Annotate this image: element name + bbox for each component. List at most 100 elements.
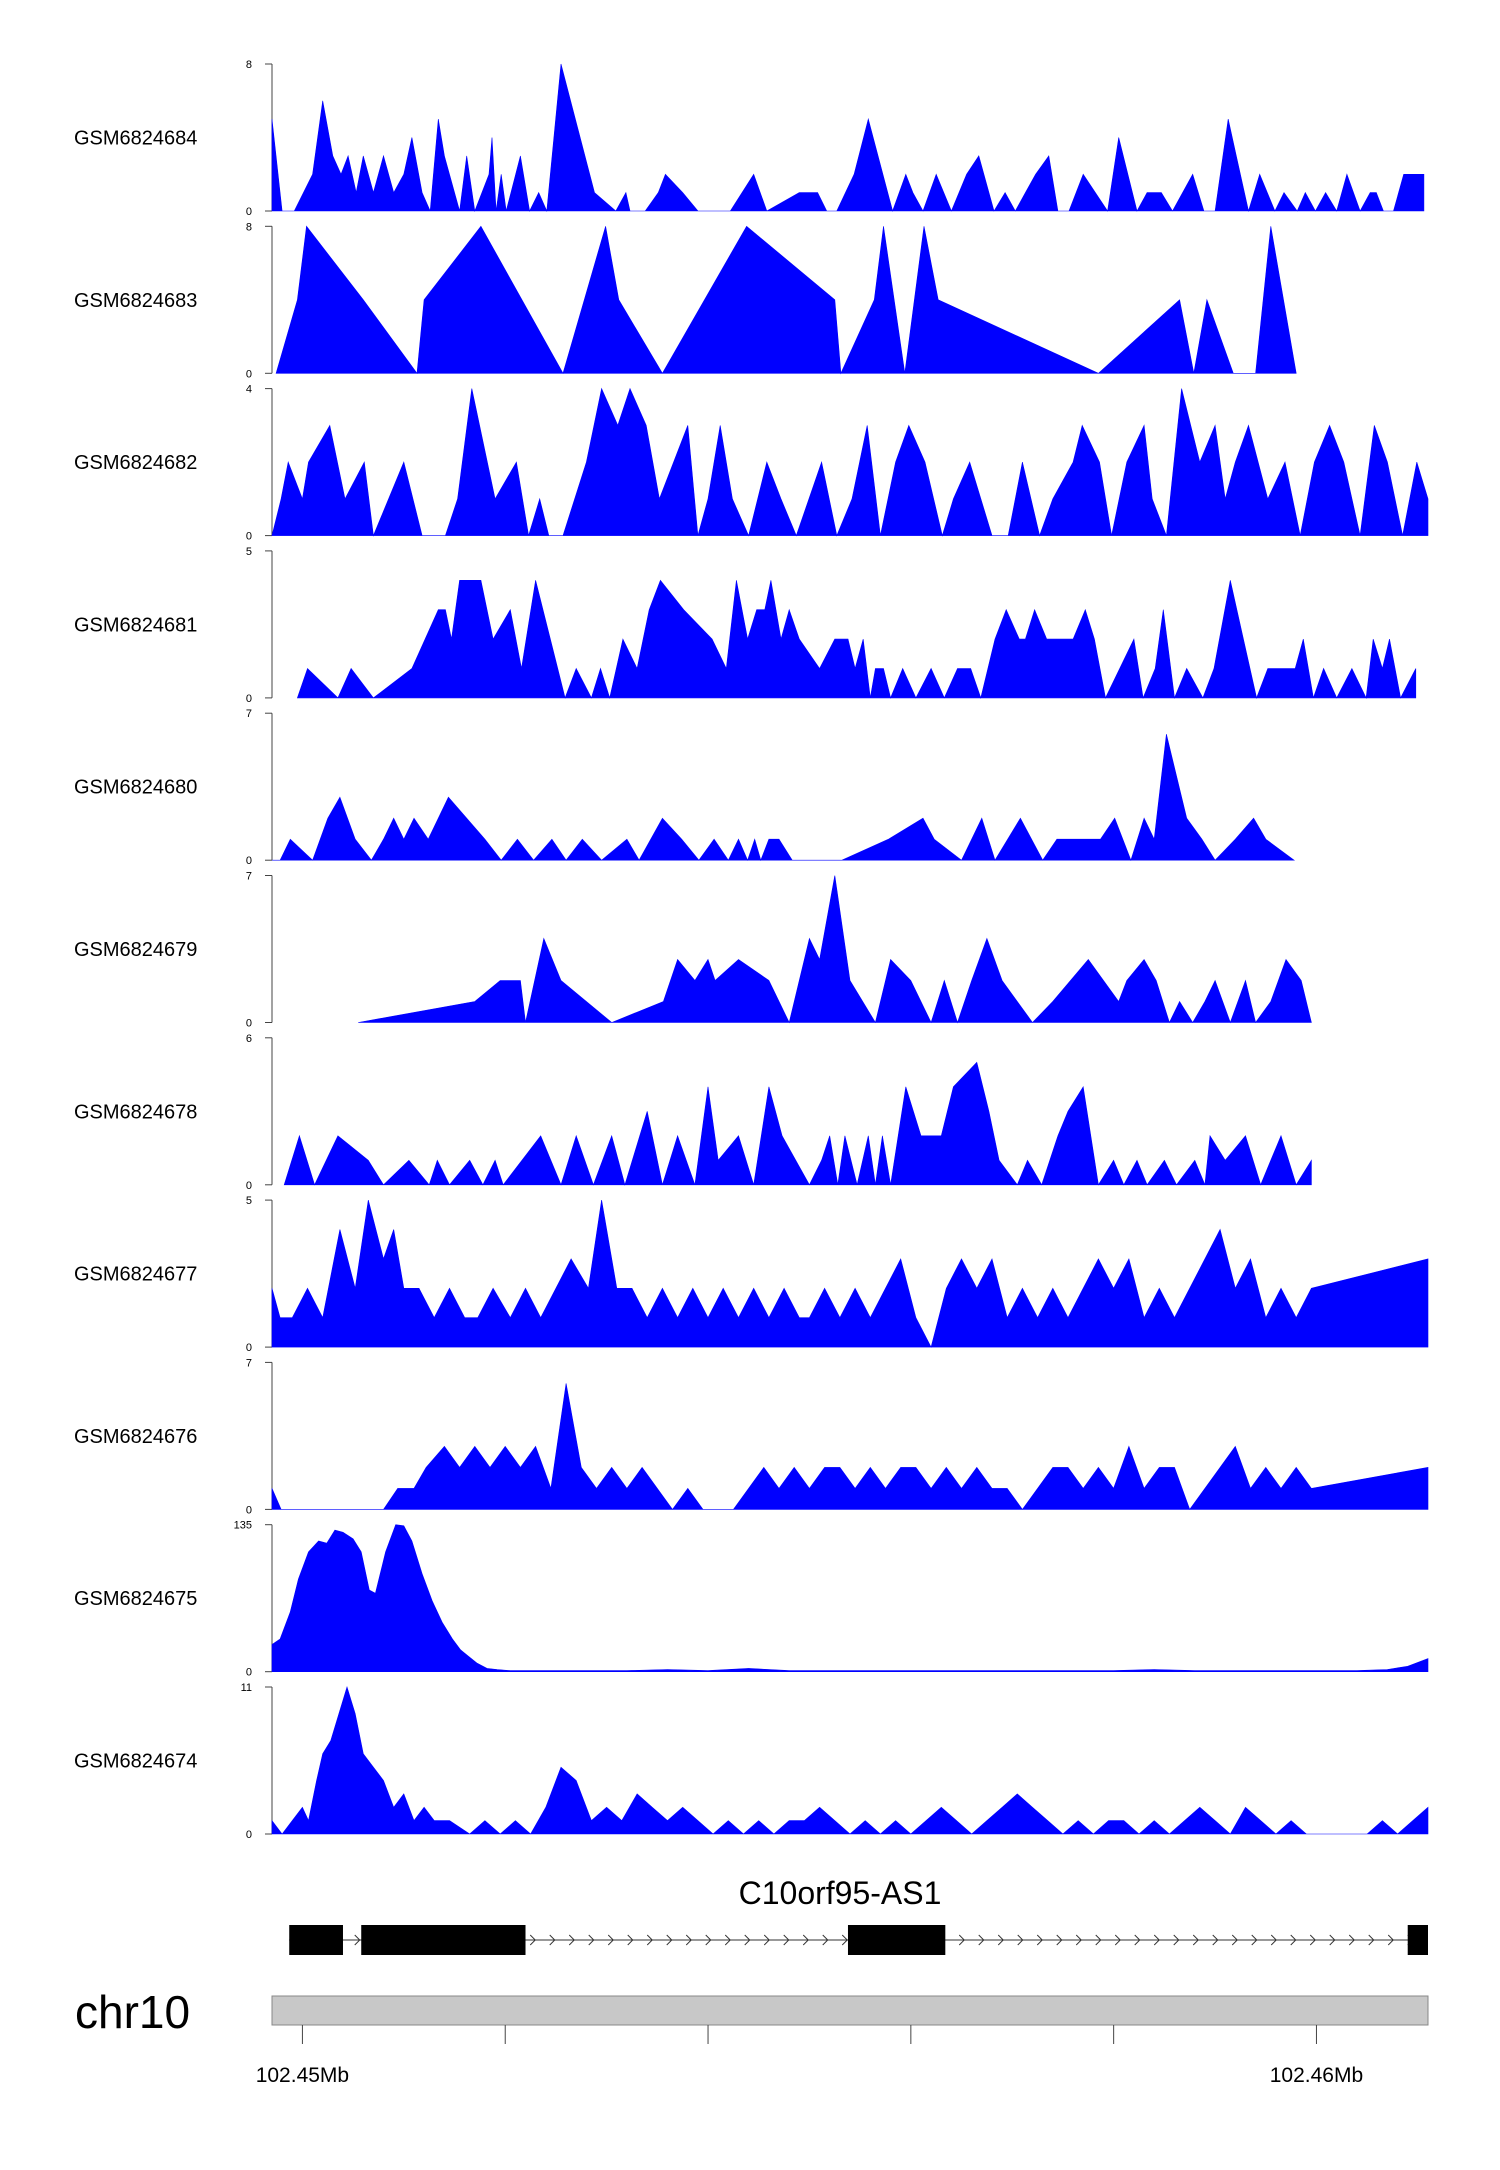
strand-arrow	[1056, 1934, 1063, 1946]
strand-arrow	[841, 1934, 848, 1946]
axis-tick-label: 102.45Mb	[256, 2064, 349, 2087]
track-label: GSM6824674	[74, 1751, 197, 1773]
y-tick-label-max: 11	[241, 1682, 252, 1694]
track-GSM6824676: GSM6824676 7 0	[74, 1357, 1429, 1516]
track-GSM6824678: GSM6824678 6 0	[74, 1033, 1312, 1192]
strand-arrow	[1173, 1934, 1180, 1946]
y-tick-label-min: 0	[246, 1504, 252, 1516]
strand-arrow	[822, 1934, 829, 1946]
track-GSM6824675: GSM6824675 135 0	[74, 1520, 1429, 1679]
gene-exon	[847, 1925, 946, 1955]
strand-arrow	[958, 1934, 965, 1946]
gene-exon	[361, 1925, 526, 1955]
signal-area	[271, 63, 1425, 213]
axis-tick-label: 102.46Mb	[1270, 2064, 1363, 2087]
y-tick-label-max: 4	[246, 384, 252, 396]
strand-arrow	[783, 1934, 790, 1946]
signal-area	[271, 1685, 1429, 1835]
y-tick-label-max: 7	[246, 708, 252, 720]
strand-arrow	[549, 1934, 556, 1946]
track-GSM6824683: GSM6824683 8 0	[74, 221, 1297, 380]
chromosome-label: chr10	[75, 1986, 190, 2038]
y-tick-label-max: 6	[246, 1033, 252, 1045]
strand-arrow	[685, 1934, 692, 1946]
strand-arrow	[568, 1934, 575, 1946]
track-label: GSM6824678	[74, 1101, 197, 1123]
y-tick-label-min: 0	[246, 368, 252, 380]
signal-area	[271, 1524, 1429, 1672]
track-GSM6824679: GSM6824679 7 0	[74, 871, 1312, 1030]
strand-arrow	[627, 1934, 634, 1946]
strand-arrow	[1212, 1934, 1219, 1946]
strand-arrow	[646, 1934, 653, 1946]
y-tick-label-min: 0	[246, 1667, 252, 1679]
signal-area	[271, 1383, 1429, 1511]
gene-exon	[289, 1925, 343, 1955]
track-GSM6824677: GSM6824677 5 0	[74, 1195, 1429, 1354]
track-GSM6824682: GSM6824682 4 0	[74, 384, 1429, 543]
track-GSM6824674: GSM6824674 11 0	[74, 1682, 1429, 1841]
track-label: GSM6824684	[74, 128, 197, 150]
signal-tracks: GSM682468480GSM682468380GSM682468240GSM6…	[74, 59, 1429, 1841]
strand-arrow	[1114, 1934, 1121, 1946]
strand-arrow	[1095, 1934, 1102, 1946]
y-tick-label-min: 0	[246, 1342, 252, 1354]
axis-ticks: 102.45Mb 102.46Mb	[256, 2025, 1363, 2087]
track-label: GSM6824679	[74, 939, 197, 961]
y-tick-label-max: 7	[246, 1357, 252, 1369]
strand-arrow	[588, 1934, 595, 1946]
track-GSM6824681: GSM6824681 5 0	[74, 546, 1417, 705]
strand-arrow	[1270, 1934, 1277, 1946]
genome-axis-track: chr10 102.45Mb 102.46Mb	[75, 1986, 1429, 2087]
y-tick-label-max: 7	[246, 871, 252, 883]
track-GSM6824684: GSM6824684 8 0	[74, 59, 1425, 218]
y-tick-label-min: 0	[246, 206, 252, 218]
strand-arrow	[1309, 1934, 1316, 1946]
chromosome-bar	[271, 1995, 1429, 2026]
strand-arrow	[763, 1934, 770, 1946]
strand-arrow	[1251, 1934, 1258, 1946]
strand-arrow	[1290, 1934, 1297, 1946]
strand-arrow	[354, 1934, 361, 1946]
strand-arrow	[724, 1934, 731, 1946]
y-tick-label-min: 0	[246, 531, 252, 543]
signal-area	[283, 1061, 1312, 1186]
strand-arrow	[607, 1934, 614, 1946]
strand-arrow	[997, 1934, 1004, 1946]
strand-arrow	[1192, 1934, 1199, 1946]
strand-arrow	[1036, 1934, 1043, 1946]
track-GSM6824680: GSM6824680 7 0	[74, 708, 1296, 867]
y-tick-label-max: 8	[246, 221, 252, 233]
strand-arrow	[666, 1934, 673, 1946]
strand-arrow	[1368, 1934, 1375, 1946]
track-label: GSM6824676	[74, 1426, 197, 1448]
strand-arrow	[1153, 1934, 1160, 1946]
strand-arrow	[1329, 1934, 1336, 1946]
signal-area	[296, 579, 1417, 700]
signal-area	[271, 387, 1429, 537]
strand-arrow	[529, 1934, 536, 1946]
gene-exon	[1407, 1925, 1428, 1955]
track-label: GSM6824683	[74, 290, 197, 312]
y-tick-label-min: 0	[246, 1829, 252, 1841]
track-label: GSM6824681	[74, 614, 197, 636]
y-tick-label-max: 5	[246, 546, 252, 558]
track-label: GSM6824680	[74, 777, 197, 799]
gene-name-label: C10orf95-AS1	[739, 1875, 942, 1911]
y-tick-label-min: 0	[246, 1018, 252, 1030]
gene-track: C10orf95-AS1	[289, 1875, 1428, 1955]
strand-arrow	[1348, 1934, 1355, 1946]
y-tick-label-min: 0	[246, 855, 252, 867]
y-tick-label-max: 8	[246, 59, 252, 71]
strand-arrow	[802, 1934, 809, 1946]
strand-arrow	[978, 1934, 985, 1946]
strand-arrow	[1231, 1934, 1238, 1946]
strand-arrow	[705, 1934, 712, 1946]
strand-arrow	[1134, 1934, 1141, 1946]
y-tick-label-max: 5	[246, 1195, 252, 1207]
track-label: GSM6824675	[74, 1588, 197, 1610]
y-tick-label-min: 0	[246, 1180, 252, 1192]
track-label: GSM6824677	[74, 1264, 197, 1286]
track-label: GSM6824682	[74, 452, 197, 474]
